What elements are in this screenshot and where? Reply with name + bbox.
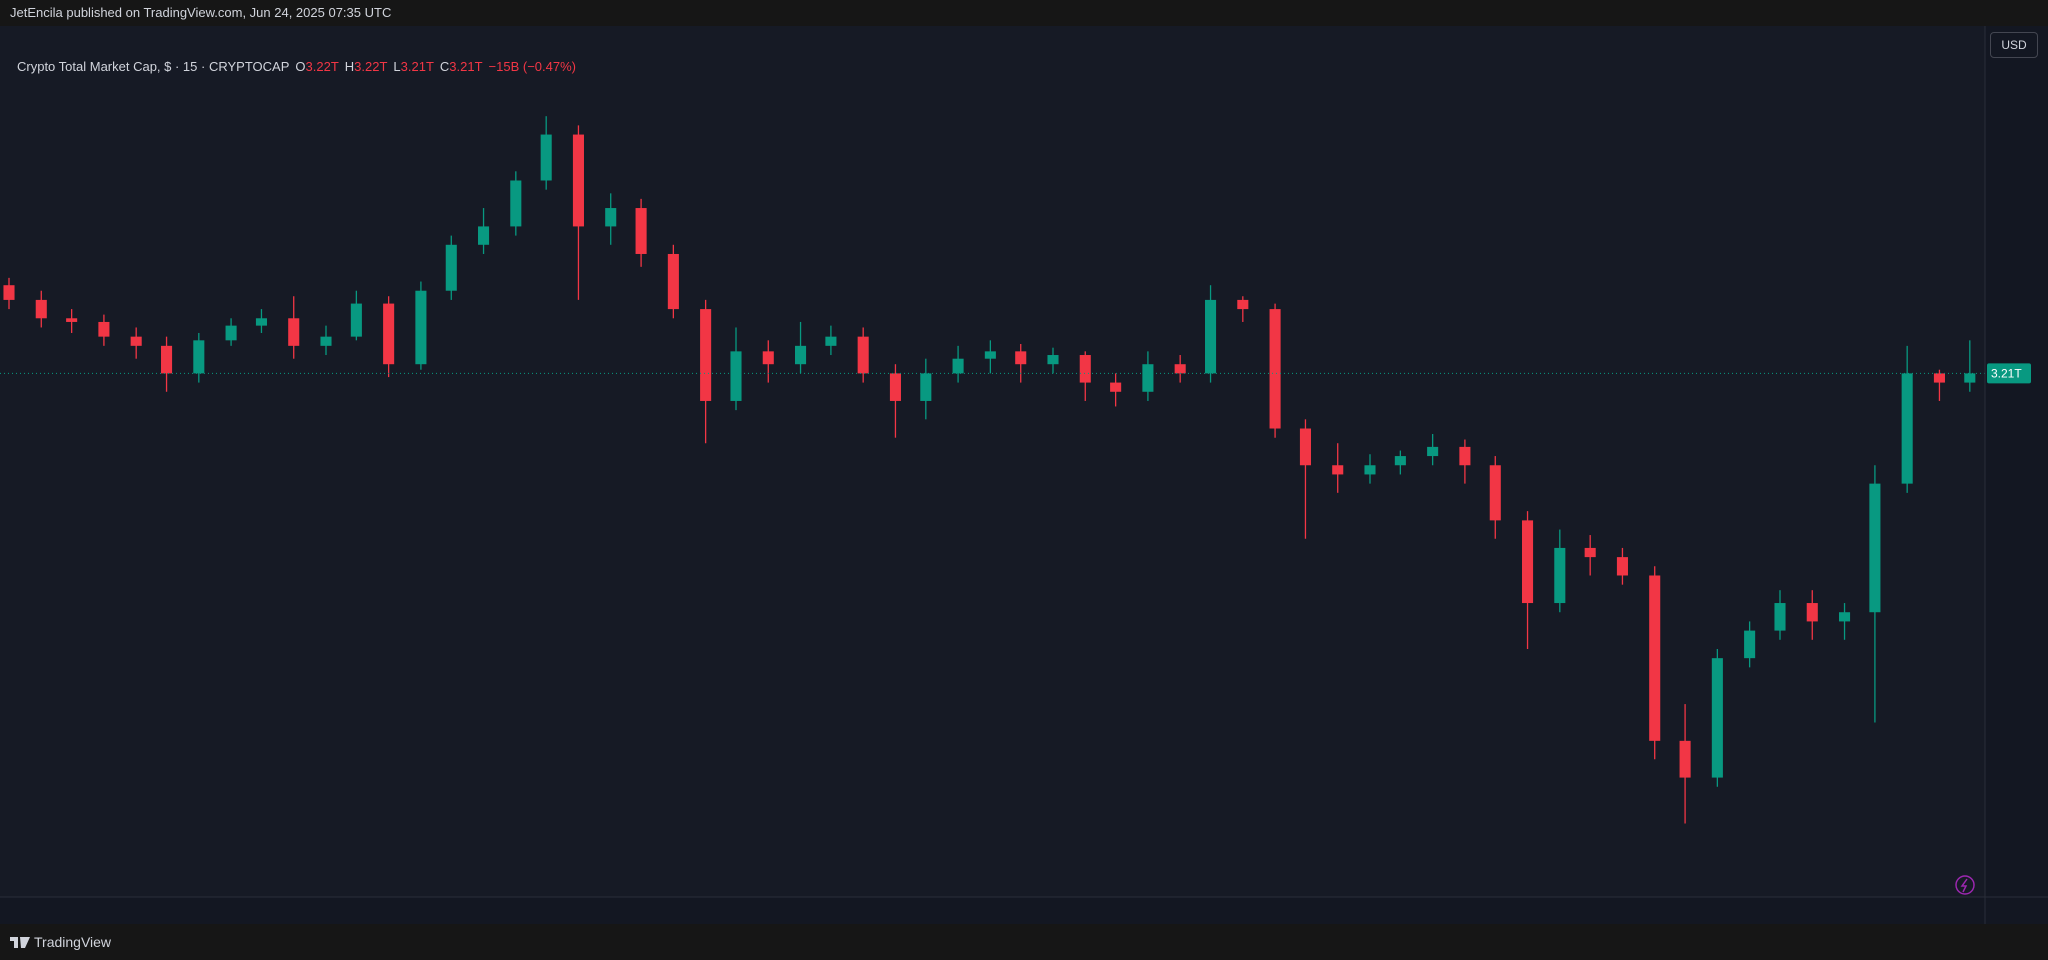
- candle-body: [1237, 299, 1249, 310]
- candle-body: [825, 336, 837, 346]
- logo-shape: [10, 937, 30, 948]
- alert-icon[interactable]: [1955, 875, 1975, 895]
- candle-body: [1616, 557, 1628, 576]
- candle-body: [1838, 612, 1851, 622]
- publish-bar: JetEncila published on TradingView.com, …: [0, 0, 2048, 26]
- candle-body: [540, 134, 552, 181]
- chart-frame: 3.21T Crypto Total Market Cap, $ · 15 · …: [0, 26, 2048, 924]
- ohlc-high: H3.22T: [345, 59, 388, 74]
- candle-body: [984, 351, 996, 359]
- footer: TradingView: [0, 924, 2048, 960]
- candle-body: [1869, 483, 1881, 613]
- candle-body: [1110, 382, 1122, 392]
- candle-body: [1901, 373, 1913, 484]
- candle-body: [35, 299, 47, 319]
- ohlc-low: L3.21T: [393, 59, 433, 74]
- candle-body: [1679, 740, 1691, 778]
- candle-body: [1174, 364, 1186, 374]
- value: 3.21T: [400, 59, 434, 74]
- candle-body: [3, 285, 15, 300]
- publish-text: JetEncila published on TradingView.com, …: [10, 5, 392, 20]
- candle-body: [1522, 520, 1534, 604]
- candle-body: [795, 345, 807, 365]
- candle-body: [605, 208, 617, 227]
- value: 3.22T: [305, 59, 339, 74]
- candle-body: [1205, 299, 1217, 374]
- candle-body: [1299, 428, 1311, 466]
- candle-body: [1584, 547, 1596, 558]
- candle-body: [1364, 465, 1376, 475]
- candle-body: [889, 373, 901, 401]
- candle-body: [445, 244, 457, 291]
- candle-body: [1964, 373, 1976, 383]
- key: C: [439, 59, 450, 74]
- ohlc-open: O3.22T: [295, 59, 338, 74]
- candle-body: [415, 290, 427, 365]
- candle-body: [320, 336, 332, 346]
- symbol: Crypto Total Market Cap, $ · 15 · CRYPTO…: [17, 59, 290, 74]
- candle-body: [1806, 603, 1818, 622]
- candle-body: [1142, 364, 1154, 392]
- candle-body: [1047, 355, 1059, 365]
- brand: TradingView: [34, 934, 112, 950]
- legend: Crypto Total Market Cap, $ · 15 · CRYPTO…: [17, 59, 576, 74]
- alert-bolt: [1960, 878, 1968, 893]
- value: 3.21T: [449, 59, 483, 74]
- candle-body: [383, 303, 395, 365]
- candle-body: [1774, 603, 1786, 631]
- brand-logo: [10, 937, 30, 948]
- candle-body: [130, 336, 142, 346]
- candle-body: [510, 180, 522, 227]
- candle-body: [635, 208, 647, 254]
- candle-body: [1394, 456, 1406, 466]
- candle-body: [1489, 465, 1501, 521]
- candle-body: [350, 303, 362, 337]
- key: L: [393, 59, 401, 74]
- candle-body: [1744, 630, 1756, 659]
- candle-body: [255, 318, 267, 326]
- candle-body: [1711, 658, 1723, 778]
- candle-body: [225, 325, 237, 341]
- candle-body: [1649, 575, 1661, 741]
- candle-body: [730, 351, 742, 401]
- value: 3.22T: [354, 59, 388, 74]
- last-price-badge: [1987, 363, 2031, 384]
- candle-body: [920, 373, 932, 401]
- last-price-label: 3.21T: [1991, 367, 2022, 381]
- candle-body: [1933, 373, 1945, 383]
- candle-body: [1015, 351, 1027, 365]
- candle-body: [98, 321, 110, 337]
- chart: 3.21T: [0, 26, 2048, 924]
- candle-body: [1554, 547, 1566, 604]
- candle-body: [1079, 355, 1091, 383]
- candle-body: [1269, 309, 1281, 429]
- candle-body: [952, 358, 964, 374]
- candle-body: [762, 351, 774, 365]
- candle-body: [1427, 446, 1439, 457]
- candle-body: [700, 309, 712, 401]
- candle-body: [667, 253, 679, 310]
- candle-body: [478, 226, 490, 245]
- candle-body: [193, 340, 205, 374]
- candle-body: [1332, 465, 1344, 475]
- candle-body: [66, 318, 78, 322]
- key: H: [344, 59, 355, 74]
- ohlc-close: C3.21T: [440, 59, 483, 74]
- candle-body: [161, 345, 173, 374]
- candle-body: [572, 134, 584, 227]
- currency-button[interactable]: USD: [1990, 32, 2038, 58]
- candle-body: [857, 336, 869, 374]
- candle-body: [288, 318, 300, 346]
- change: −15B (−0.47%): [488, 59, 576, 74]
- candle-body: [1459, 446, 1471, 466]
- key: O: [295, 59, 306, 74]
